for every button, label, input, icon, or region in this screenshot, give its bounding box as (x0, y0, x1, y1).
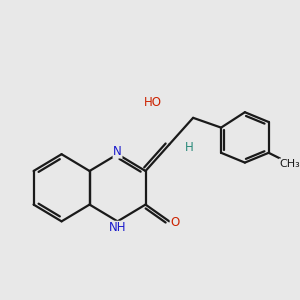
Text: NH: NH (109, 221, 126, 234)
Text: N: N (113, 145, 122, 158)
Text: HO: HO (144, 96, 162, 109)
Text: O: O (170, 216, 179, 229)
Text: CH₃: CH₃ (279, 159, 300, 169)
Text: H: H (184, 141, 193, 154)
